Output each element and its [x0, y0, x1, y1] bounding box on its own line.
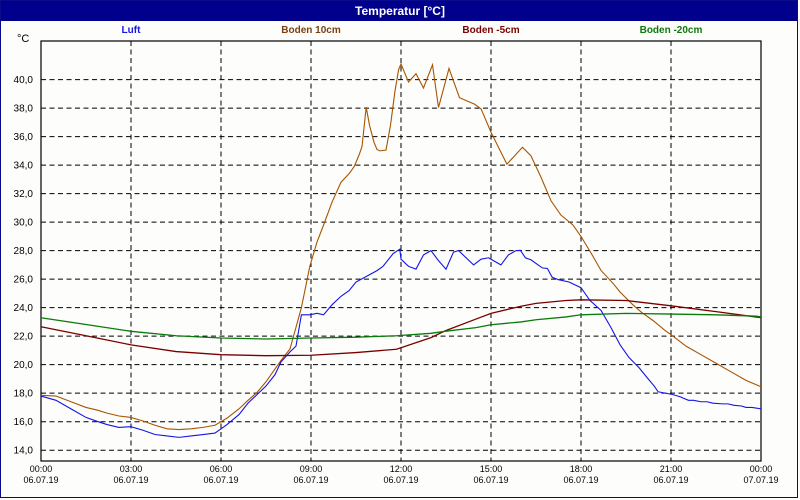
svg-text:06.07.19: 06.07.19	[563, 475, 598, 485]
svg-text:06:00: 06:00	[210, 464, 233, 474]
svg-text:07.07.19: 07.07.19	[743, 475, 778, 485]
svg-text:03:00: 03:00	[120, 464, 143, 474]
svg-text:36,0: 36,0	[14, 132, 34, 143]
svg-text:26,0: 26,0	[14, 275, 34, 286]
svg-text:16,0: 16,0	[14, 417, 34, 428]
svg-text:09:00: 09:00	[300, 464, 323, 474]
svg-text:06.07.19: 06.07.19	[383, 475, 418, 485]
svg-text:12:00: 12:00	[390, 464, 413, 474]
svg-text:06.07.19: 06.07.19	[293, 475, 328, 485]
svg-text:14,0: 14,0	[14, 446, 34, 457]
svg-text:00:00: 00:00	[750, 464, 773, 474]
svg-text:24,0: 24,0	[14, 303, 34, 314]
svg-text:06.07.19: 06.07.19	[23, 475, 58, 485]
svg-text:30,0: 30,0	[14, 218, 34, 229]
svg-text:34,0: 34,0	[14, 161, 34, 172]
svg-text:06.07.19: 06.07.19	[113, 475, 148, 485]
svg-text:21:00: 21:00	[660, 464, 683, 474]
svg-text:06.07.19: 06.07.19	[203, 475, 238, 485]
svg-text:18:00: 18:00	[570, 464, 593, 474]
svg-text:32,0: 32,0	[14, 189, 34, 200]
svg-text:06.07.19: 06.07.19	[473, 475, 508, 485]
svg-text:15:00: 15:00	[480, 464, 503, 474]
svg-text:40,0: 40,0	[14, 75, 34, 86]
svg-text:38,0: 38,0	[14, 104, 34, 115]
svg-text:22,0: 22,0	[14, 332, 34, 343]
svg-text:06.07.19: 06.07.19	[653, 475, 688, 485]
svg-text:28,0: 28,0	[14, 246, 34, 257]
svg-text:18,0: 18,0	[14, 389, 34, 400]
svg-text:20,0: 20,0	[14, 360, 34, 371]
svg-text:00:00: 00:00	[30, 464, 53, 474]
